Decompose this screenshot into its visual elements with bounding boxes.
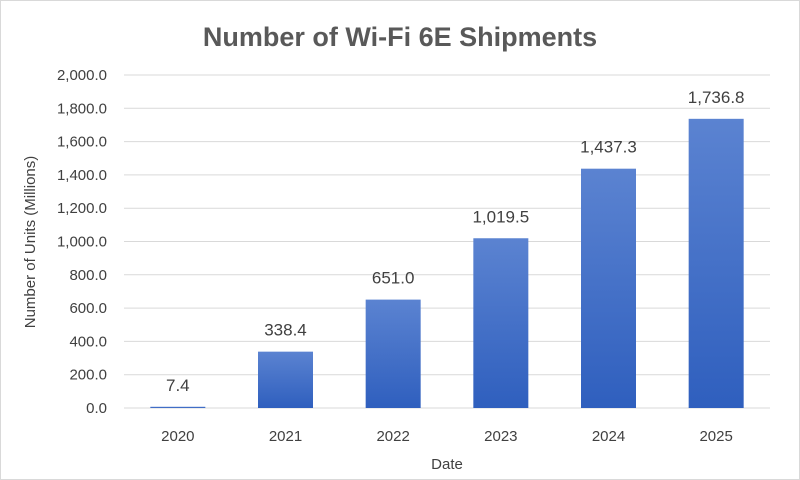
- bar-2025: [688, 118, 744, 408]
- x-axis-label: Date: [431, 456, 463, 473]
- x-tick-label-2024: 2024: [592, 428, 625, 445]
- y-tick-label: 1,800.0: [57, 100, 107, 117]
- data-labels: 7.4 338.4 651.0 1,019.5 1,437.3 1,736.8: [166, 88, 745, 395]
- x-axis-ticks: 2020 2021 2022 2023 2024 2025: [161, 428, 733, 445]
- data-label-2024: 1,437.3: [580, 138, 637, 157]
- data-label-2021: 338.4: [264, 321, 307, 340]
- data-label-2023: 1,019.5: [472, 207, 529, 226]
- y-tick-label: 1,000.0: [57, 234, 107, 251]
- y-axis-ticks: 0.0 200.0 400.0 600.0 800.0 1,000.0 1,200.0 1,4…: [57, 67, 107, 417]
- x-tick-label-2022: 2022: [376, 428, 409, 445]
- y-axis-label: Number of Units (Millions): [22, 156, 39, 329]
- bar-2023: [473, 238, 529, 408]
- y-tick-label: 1,600.0: [57, 134, 107, 151]
- bar-2022: [365, 299, 421, 408]
- data-label-2020: 7.4: [166, 376, 190, 395]
- bar-2020: [150, 406, 206, 408]
- y-tick-label: 400.0: [69, 333, 107, 350]
- x-tick-label-2021: 2021: [269, 428, 302, 445]
- x-tick-label-2025: 2025: [699, 428, 732, 445]
- gridlines: [124, 74, 770, 409]
- y-tick-label: 0.0: [86, 400, 107, 417]
- y-tick-label: 2,000.0: [57, 67, 107, 84]
- bars: [150, 118, 744, 408]
- y-tick-label: 200.0: [69, 367, 107, 384]
- data-label-2022: 651.0: [372, 269, 415, 288]
- data-label-2025: 1,736.8: [688, 88, 745, 107]
- x-tick-label-2020: 2020: [161, 428, 194, 445]
- y-tick-label: 1,400.0: [57, 167, 107, 184]
- x-tick-label-2023: 2023: [484, 428, 517, 445]
- y-tick-label: 1,200.0: [57, 200, 107, 217]
- bar-2024: [581, 168, 636, 408]
- bar-2021: [258, 351, 313, 408]
- chart-title: Number of Wi-Fi 6E Shipments: [203, 22, 597, 52]
- y-tick-label: 800.0: [69, 267, 107, 284]
- y-tick-label: 600.0: [69, 300, 107, 317]
